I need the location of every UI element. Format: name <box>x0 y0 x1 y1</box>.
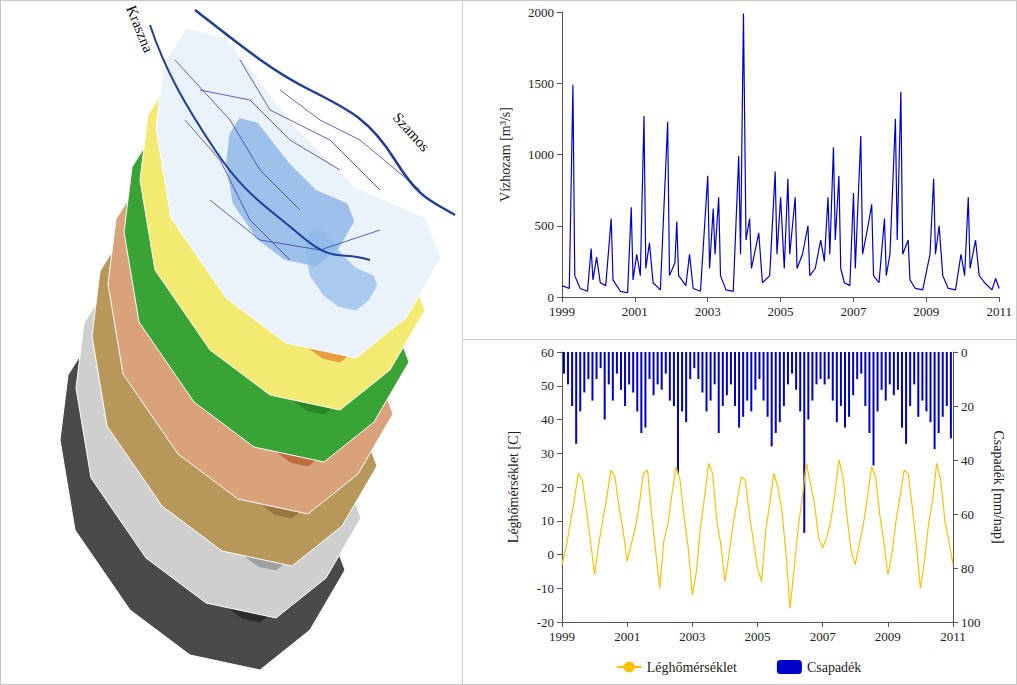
svg-text:2005: 2005 <box>768 304 794 319</box>
svg-text:1000: 1000 <box>528 147 554 162</box>
svg-text:2007: 2007 <box>840 304 867 319</box>
svg-text:2011: 2011 <box>940 629 966 644</box>
svg-text:Csapadék [mm/nap]: Csapadék [mm/nap] <box>991 430 1006 543</box>
svg-text:2005: 2005 <box>745 629 771 644</box>
svg-text:0: 0 <box>548 547 555 562</box>
svg-text:Szamos: Szamos <box>390 109 433 155</box>
svg-text:-20: -20 <box>537 615 554 630</box>
svg-text:2001: 2001 <box>622 304 648 319</box>
svg-text:2007: 2007 <box>810 629 837 644</box>
svg-text:20: 20 <box>961 399 974 414</box>
svg-text:30: 30 <box>541 446 554 461</box>
svg-text:100: 100 <box>961 615 981 630</box>
svg-text:1500: 1500 <box>528 76 554 91</box>
svg-text:60: 60 <box>541 345 554 360</box>
svg-text:80: 80 <box>961 561 974 576</box>
svg-text:-10: -10 <box>537 581 554 596</box>
svg-text:Vízhozam [m³/s]: Vízhozam [m³/s] <box>498 107 513 202</box>
svg-text:1999: 1999 <box>549 629 575 644</box>
svg-text:2001: 2001 <box>614 629 640 644</box>
svg-text:2003: 2003 <box>679 629 705 644</box>
svg-text:50: 50 <box>541 378 554 393</box>
svg-text:1999: 1999 <box>549 304 575 319</box>
svg-text:Léghőmérséklet [C]: Léghőmérséklet [C] <box>506 431 521 543</box>
svg-text:Léghőmérséklet: Léghőmérséklet <box>647 660 737 675</box>
svg-text:40: 40 <box>961 453 974 468</box>
svg-text:0: 0 <box>961 345 968 360</box>
svg-text:60: 60 <box>961 507 974 522</box>
svg-text:2003: 2003 <box>695 304 721 319</box>
svg-text:2009: 2009 <box>913 304 939 319</box>
svg-text:2000: 2000 <box>528 5 554 20</box>
svg-text:2009: 2009 <box>875 629 901 644</box>
svg-text:20: 20 <box>541 480 554 495</box>
svg-text:10: 10 <box>541 513 554 528</box>
svg-text:40: 40 <box>541 412 554 427</box>
svg-text:2011: 2011 <box>986 304 1012 319</box>
svg-text:0: 0 <box>548 290 555 305</box>
svg-text:500: 500 <box>535 218 555 233</box>
svg-text:Csapadék: Csapadék <box>807 660 861 675</box>
svg-text:Kraszna: Kraszna <box>123 3 156 55</box>
